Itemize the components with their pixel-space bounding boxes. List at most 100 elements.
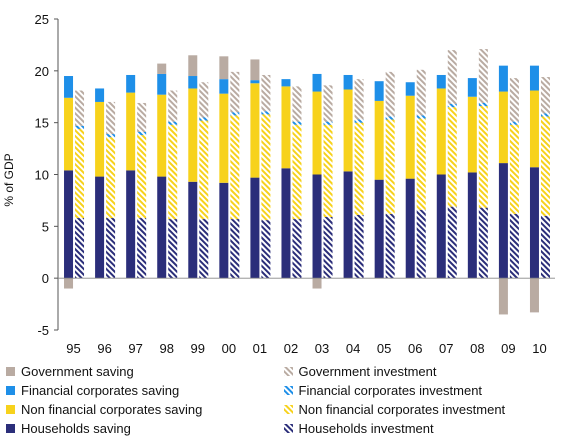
bar-households-saving-00 [219,182,229,279]
legend-swatch [283,386,293,395]
bar-households-saving-10 [529,167,539,279]
legend-row: Non financial corporates saving Non finan… [6,400,561,419]
bar-non-financial-corporates-investment-96 [106,137,116,219]
bar-households-saving-99 [188,181,198,279]
bar-non-financial-corporates-investment-09 [509,124,519,214]
bar-households-saving-08 [467,172,477,279]
bar-non-financial-corporates-investment-07 [447,107,457,207]
bar-financial-corporates-saving-95 [64,76,74,98]
bar-households-investment-97 [137,218,147,279]
bar-non-financial-corporates-saving-98 [157,94,167,177]
bar-financial-corporates-investment-06 [416,115,426,119]
bar-households-investment-05 [385,213,395,279]
bar-non-financial-corporates-investment-02 [292,124,302,220]
legend-label: Government saving [21,364,134,379]
bar-financial-corporates-investment-98 [168,121,178,125]
bar-financial-corporates-investment-09 [509,121,519,125]
legend-label: Government investment [298,364,437,379]
bar-households-investment-06 [416,209,426,279]
x-tick-label: 08 [470,341,484,356]
legend-item: Financial corporates saving [6,383,284,398]
bar-non-financial-corporates-saving-02 [281,86,291,169]
legend-label: Financial corporates saving [21,383,180,398]
bar-non-financial-corporates-investment-10 [540,116,550,216]
bar-non-financial-corporates-saving-03 [312,91,322,175]
bar-non-financial-corporates-investment-01 [261,114,271,221]
bar-government-investment-98 [168,90,178,122]
bar-financial-corporates-investment-99 [199,117,209,121]
x-tick-label: 95 [66,341,80,356]
bar-financial-corporates-saving-99 [188,76,198,89]
legend-row: Households saving Households investment [6,419,561,438]
bar-government-saving-10 [529,278,539,313]
bar-financial-corporates-investment-10 [540,113,550,117]
bar-households-saving-05 [374,179,384,279]
x-tick-label: 96 [97,341,111,356]
legend-swatch [283,367,293,376]
bar-financial-corporates-saving-10 [529,65,539,91]
y-tick-label: 5 [42,219,49,234]
bar-financial-corporates-saving-98 [157,73,167,95]
x-tick-label: 00 [222,341,236,356]
legend-label: Financial corporates investment [298,383,483,398]
bar-non-financial-corporates-saving-09 [498,91,508,164]
bar-households-saving-02 [281,168,291,279]
bar-households-investment-09 [509,213,519,279]
bar-financial-corporates-saving-96 [95,88,105,102]
bar-financial-corporates-saving-05 [374,81,384,101]
legend-item: Government saving [6,364,284,379]
bar-non-financial-corporates-investment-06 [416,118,426,210]
bar-non-financial-corporates-saving-00 [219,93,229,183]
bar-financial-corporates-saving-04 [343,74,353,90]
bar-government-investment-96 [106,101,116,135]
bar-financial-corporates-saving-97 [126,74,136,93]
bar-financial-corporates-investment-00 [230,112,240,116]
bar-financial-corporates-investment-08 [478,102,488,107]
bar-households-investment-95 [75,218,85,279]
bar-non-financial-corporates-investment-97 [137,135,147,219]
bar-non-financial-corporates-saving-97 [126,92,136,171]
legend-item: Non financial corporates saving [6,402,284,417]
x-tick-label: 04 [346,341,360,356]
bar-households-saving-03 [312,174,322,279]
bar-non-financial-corporates-investment-03 [323,124,333,217]
y-tick-label: 10 [35,168,49,183]
bar-financial-corporates-saving-01 [250,80,260,84]
bar-government-investment-00 [230,71,240,113]
bar-financial-corporates-investment-95 [75,125,85,129]
bar-financial-corporates-investment-07 [447,104,457,108]
bar-households-saving-95 [64,170,74,279]
legend-swatch [6,405,15,414]
bar-non-financial-corporates-saving-99 [188,88,198,182]
bar-households-saving-97 [126,170,136,279]
bar-households-saving-06 [405,178,415,279]
bar-government-saving-95 [64,278,74,289]
bar-non-financial-corporates-investment-08 [478,106,488,208]
bar-financial-corporates-investment-97 [137,132,147,136]
bar-households-saving-09 [498,163,508,279]
x-tick-label: 97 [128,341,142,356]
bar-government-investment-05 [385,71,395,117]
bar-financial-corporates-saving-03 [312,73,322,92]
bar-non-financial-corporates-investment-05 [385,119,395,214]
bar-non-financial-corporates-saving-06 [405,95,415,179]
bar-households-saving-01 [250,177,260,279]
bar-households-investment-99 [199,219,209,279]
bar-government-saving-01 [250,59,260,81]
bar-households-investment-07 [447,206,457,279]
bar-government-investment-97 [137,102,147,132]
legend-item: Households saving [6,421,284,436]
bar-non-financial-corporates-saving-01 [250,83,260,178]
bar-non-financial-corporates-investment-95 [75,128,85,219]
x-tick-label: 01 [253,341,267,356]
bar-households-saving-04 [343,171,353,279]
bar-government-investment-09 [509,78,519,122]
bar-government-saving-03 [312,278,322,289]
bar-households-investment-04 [354,214,364,279]
bar-households-saving-07 [436,174,446,279]
bar-financial-corporates-investment-01 [261,111,271,115]
bar-government-investment-99 [199,82,209,118]
legend-item: Financial corporates investment [283,383,562,398]
bar-government-investment-01 [261,74,271,112]
bars-layer [64,49,550,315]
